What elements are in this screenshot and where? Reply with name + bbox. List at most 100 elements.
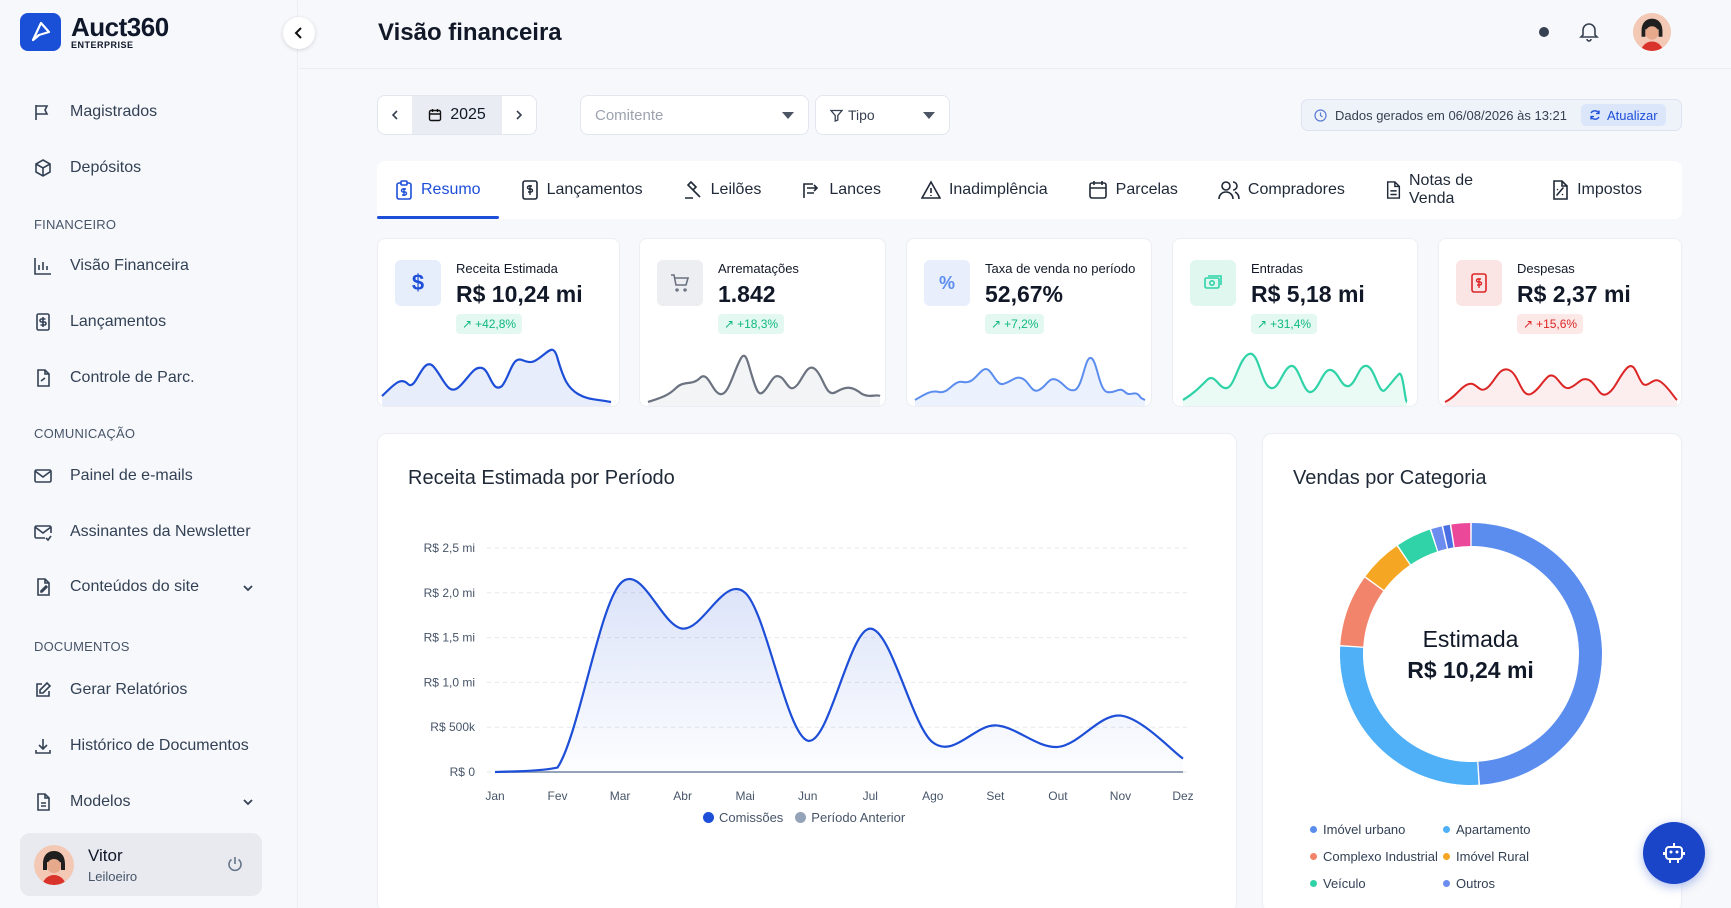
sidebar-item-lancamentos[interactable]: Lançamentos	[32, 307, 166, 337]
sidebar-item-controle-parc[interactable]: Controle de Parc.	[32, 363, 195, 393]
donut-slice[interactable]	[1340, 646, 1479, 785]
kpi-card-taxa-venda[interactable]: % Taxa de venda no período 52,67% ↗ +7,2%	[906, 238, 1152, 407]
chevron-left-icon	[391, 110, 398, 120]
tipo-label: Tipo	[848, 107, 875, 123]
tab-label: Lançamentos	[546, 181, 643, 198]
donut-slice[interactable]	[1340, 577, 1384, 647]
x-tick-label: Jun	[798, 789, 817, 803]
app-logo[interactable]: Auct360 ENTERPRISE	[20, 13, 169, 51]
sidebar-item-label: Magistrados	[70, 103, 158, 120]
legend-label: Outros	[1456, 876, 1496, 891]
donut-slice[interactable]	[1365, 546, 1410, 590]
sidebar-item-label: Assinantes da Newsletter	[70, 523, 251, 540]
category-donut-chart[interactable]	[1337, 520, 1605, 788]
kpi-card-entradas[interactable]: Entradas R$ 5,18 mi ↗ +31,4%	[1172, 238, 1418, 407]
sidebar-item-gerar-relatorios[interactable]: Gerar Relatórios	[32, 675, 187, 705]
document-edit-icon	[32, 576, 54, 598]
donut-slice[interactable]	[1443, 524, 1454, 549]
user-card[interactable]: Vitor Leiloeiro	[20, 833, 262, 896]
sidebar-item-painel-emails[interactable]: Painel de e-mails	[32, 461, 193, 491]
next-year-button[interactable]	[502, 96, 536, 134]
tab-notas-venda[interactable]: Notas de Venda	[1385, 161, 1511, 219]
sidebar-item-visao-financeira[interactable]: Visão Financeira	[32, 251, 189, 281]
power-icon[interactable]	[226, 855, 244, 873]
kpi-change-badge: ↗ +18,3%	[718, 314, 785, 334]
tab-inadimplencia[interactable]: Inadimplência	[920, 161, 1048, 219]
year-value[interactable]: 2025	[411, 96, 503, 134]
comitente-select[interactable]: Comitente	[580, 95, 809, 135]
tab-lancamentos[interactable]: Lançamentos	[521, 161, 643, 219]
tab-compradores[interactable]: Compradores	[1218, 161, 1345, 219]
donut-slice[interactable]	[1398, 529, 1438, 565]
assistant-bot-button[interactable]	[1643, 822, 1705, 884]
sidebar-item-magistrados[interactable]: Magistrados	[32, 97, 157, 127]
legend-label: Apartamento	[1456, 822, 1531, 837]
legend-label: Complexo Industrial	[1323, 849, 1438, 864]
sidebar-item-modelos[interactable]: Modelos	[32, 787, 130, 817]
legend-item[interactable]: Período Anterior	[795, 810, 905, 825]
trend-up-icon: ↗	[991, 317, 1002, 331]
sidebar-item-historico-documentos[interactable]: Histórico de Documentos	[32, 731, 249, 761]
donut-slice[interactable]	[1451, 523, 1471, 548]
sparkline	[914, 357, 1146, 406]
chevron-down-icon[interactable]	[240, 794, 256, 810]
sparkline	[1182, 352, 1409, 406]
generated-info: Dados gerados em 06/08/2026 às 13:21 Atu…	[1301, 99, 1682, 131]
sidebar-item-conteudos-site[interactable]: Conteúdos do site	[32, 572, 199, 602]
tab-resumo[interactable]: Resumo	[377, 161, 499, 219]
tab-lances[interactable]: Lances	[801, 161, 881, 219]
refresh-button[interactable]: Atualizar	[1581, 104, 1666, 126]
chevron-left-icon	[294, 27, 302, 39]
kpi-change: +7,2%	[1004, 317, 1039, 331]
comitente-placeholder: Comitente	[595, 106, 664, 124]
series-line-comissoes[interactable]	[494, 577, 1184, 774]
legend-item[interactable]: Veículo	[1310, 876, 1443, 891]
kpi-card-despesas[interactable]: Despesas R$ 2,37 mi ↗ +15,6%	[1438, 238, 1682, 407]
legend-item[interactable]: Complexo Industrial	[1310, 849, 1443, 864]
legend-item[interactable]: Imóvel Rural	[1443, 849, 1583, 864]
kpi-change: +31,4%	[1270, 317, 1312, 331]
tab-parcelas[interactable]: Parcelas	[1088, 161, 1178, 219]
pencil-icon	[32, 679, 54, 701]
bell-icon[interactable]	[1578, 20, 1600, 42]
legend-item[interactable]: Outros	[1443, 876, 1583, 891]
chevron-down-icon[interactable]	[240, 580, 256, 596]
tab-impostos[interactable]: Impostos	[1551, 161, 1642, 219]
sidebar-item-newsletter[interactable]: Assinantes da Newsletter	[32, 517, 251, 547]
trend-up-icon: ↗	[724, 317, 735, 331]
kpi-card-arrematacoes[interactable]: Arrematações 1.842 ↗ +18,3%	[639, 238, 886, 407]
tipo-select[interactable]: Tipo	[815, 95, 950, 135]
trend-up-icon: ↗	[1523, 317, 1534, 331]
series-area-comissoes	[495, 578, 1183, 772]
donut-center-value: R$ 10,24 mi	[1407, 657, 1534, 683]
legend-item[interactable]: Imóvel urbano	[1310, 822, 1443, 837]
section-documentos: DOCUMENTOS	[34, 639, 130, 654]
collapse-sidebar-button[interactable]	[283, 17, 315, 49]
tax-icon	[1553, 180, 1568, 200]
prev-year-button[interactable]	[378, 96, 412, 134]
kpi-value: R$ 5,18 mi	[1251, 281, 1365, 307]
legend-label: Imóvel urbano	[1323, 822, 1406, 837]
kpi-card-receita[interactable]: $ Receita Estimada R$ 10,24 mi ↗ +42,8%	[377, 238, 620, 407]
robot-icon	[1663, 843, 1685, 863]
legend-item[interactable]: Apartamento	[1443, 822, 1583, 837]
cart-icon	[657, 260, 703, 306]
receipt-icon	[1456, 260, 1502, 306]
sidebar-item-depositos[interactable]: Depósitos	[32, 153, 141, 183]
refresh-label: Atualizar	[1607, 107, 1658, 123]
sparkline	[1444, 365, 1678, 406]
file-icon	[32, 367, 54, 389]
sidebar-item-label: Gerar Relatórios	[70, 681, 188, 698]
tab-leiloes[interactable]: Leilões	[683, 161, 761, 219]
donut-slice[interactable]	[1471, 523, 1603, 785]
sidebar-item-label: Depósitos	[70, 159, 142, 176]
sidebar-item-label: Modelos	[70, 793, 131, 810]
chevron-right-icon	[516, 110, 523, 120]
header-avatar[interactable]	[1633, 13, 1671, 51]
status-indicator[interactable]	[1539, 27, 1549, 37]
donut-slice[interactable]	[1431, 526, 1447, 552]
revenue-area-chart[interactable]: R$ 0 R$ 500k R$ 1,0 mi R$ 1,5 mi R$ 2,0 mi R$…	[377, 520, 1207, 810]
dollar-icon: $	[395, 260, 441, 306]
box-icon	[32, 157, 54, 179]
legend-item[interactable]: Comissões	[703, 810, 783, 825]
